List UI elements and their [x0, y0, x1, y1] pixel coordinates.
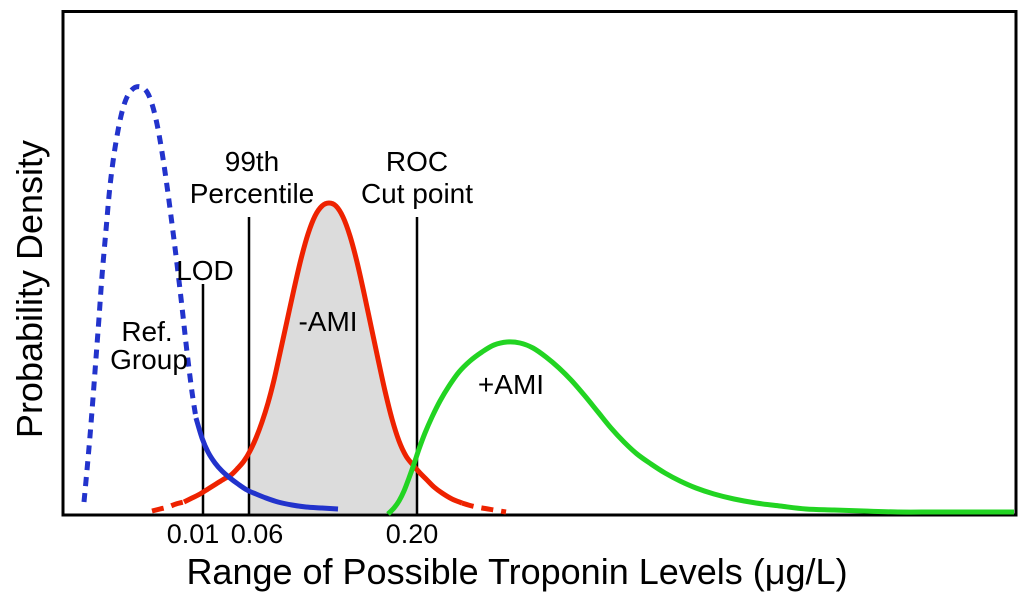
tick-0.01: 0.01 [167, 519, 220, 549]
label-lod: LOD [176, 255, 234, 286]
curve-ref-group-solid-tail [193, 417, 339, 512]
curves-layer [81, 84, 1014, 516]
curve-neg-ami-dash-right [461, 500, 507, 515]
label-ref-line1: Ref. [121, 316, 172, 347]
cut-point-lines [201, 217, 419, 515]
curve-neg-ami-dash-left [151, 499, 185, 514]
label-99th-line2: Percentile [190, 178, 315, 209]
label-roc-line1: ROC [386, 146, 448, 177]
label-99th-line1: 99th [225, 146, 280, 177]
tick-0.20: 0.20 [386, 519, 439, 549]
label-ref-line2: Group [110, 344, 188, 375]
y-axis-title: Probability Density [9, 140, 50, 438]
curve-pos-ami [386, 339, 1014, 516]
curve-neg-ami-main [182, 200, 463, 506]
label-roc-line2: Cut point [361, 178, 473, 209]
plot-border [61, 10, 1018, 517]
curve-ref-group-dashed [81, 84, 199, 503]
label-neg-ami: -AMI [298, 306, 357, 337]
x-axis-title: Range of Possible Troponin Levels (μg/L) [186, 551, 847, 592]
label-pos-ami: +AMI [478, 369, 544, 400]
shaded-area-neg-ami [249, 203, 417, 513]
shaded-region-layer [249, 203, 417, 513]
tick-0.06: 0.06 [231, 519, 284, 549]
